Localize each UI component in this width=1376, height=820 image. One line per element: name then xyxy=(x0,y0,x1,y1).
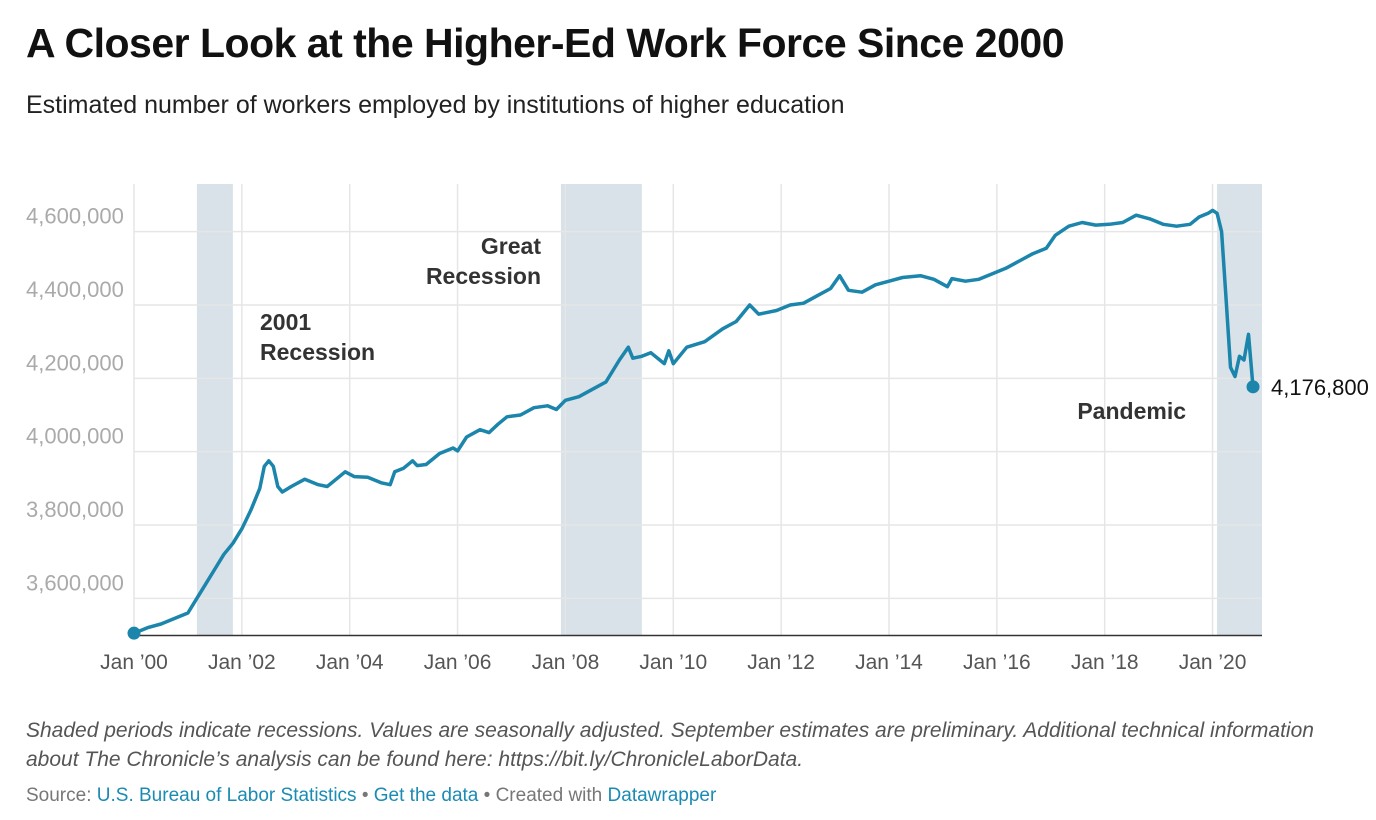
x-tick-label: Jan ’06 xyxy=(424,651,492,674)
gridlines xyxy=(133,184,1262,637)
y-tick-label: 3,600,000 xyxy=(26,570,124,595)
source-label: Source: xyxy=(26,785,97,806)
source-link[interactable]: U.S. Bureau of Labor Statistics xyxy=(96,785,357,806)
chart-subtitle: Estimated number of workers employed by … xyxy=(26,91,845,119)
x-tick-label: Jan ’00 xyxy=(100,651,168,674)
recession-band xyxy=(196,184,233,635)
y-tick-label: 4,000,000 xyxy=(26,424,124,449)
x-tick-label: Jan ’08 xyxy=(532,651,600,674)
created-label: Created with xyxy=(495,785,608,806)
end-value-label: 4,176,800 xyxy=(1271,375,1369,400)
x-tick-label: Jan ’20 xyxy=(1179,651,1247,674)
annotation-label: Great xyxy=(481,233,541,259)
x-tick-label: Jan ’12 xyxy=(747,651,815,674)
datawrapper-link[interactable]: Datawrapper xyxy=(607,785,717,806)
x-tick-label: Jan ’16 xyxy=(963,651,1031,674)
y-tick-label: 4,400,000 xyxy=(26,277,124,302)
y-tick-label: 4,200,000 xyxy=(26,350,124,375)
annotation-label: 2001 xyxy=(260,309,311,335)
annotation-label: Recession xyxy=(260,339,375,365)
x-tick-label: Jan ’14 xyxy=(855,651,923,674)
annotations: 2001 Recession Great Recession Pandemic xyxy=(260,233,1186,424)
x-tick-label: Jan ’18 xyxy=(1071,651,1139,674)
annotation-label: Recession xyxy=(426,263,541,289)
annotation-label: Pandemic xyxy=(1077,398,1186,424)
chart-title: A Closer Look at the Higher-Ed Work Forc… xyxy=(26,20,1065,66)
y-tick-label: 3,800,000 xyxy=(26,497,124,522)
end-point xyxy=(1246,380,1260,394)
source-footer: Source: U.S. Bureau of Labor Statistics … xyxy=(26,785,716,807)
separator: • xyxy=(478,785,496,806)
separator: • xyxy=(356,785,374,806)
series-line xyxy=(132,208,1255,635)
y-axis-ticks: 3,600,000 3,800,000 4,000,000 4,200,000 4,40… xyxy=(26,204,124,596)
chart-note: Shaded periods indicate recessions. Valu… xyxy=(26,719,1314,771)
line-chart: 3,600,000 3,800,000 4,000,000 4,200,000 4,40… xyxy=(26,184,1369,674)
x-axis-ticks: Jan ’00 Jan ’02 Jan ’04 Jan ’06 Jan ’08 Jan ’… xyxy=(100,651,1246,674)
recession-band xyxy=(560,184,642,635)
x-tick-label: Jan ’02 xyxy=(208,651,276,674)
x-tick-label: Jan ’10 xyxy=(639,651,707,674)
series-layer: 4,176,800 xyxy=(127,208,1369,640)
x-tick-label: Jan ’04 xyxy=(316,651,384,674)
start-point xyxy=(127,626,141,640)
get-data-link[interactable]: Get the data xyxy=(373,785,479,806)
y-tick-label: 4,600,000 xyxy=(26,204,124,229)
